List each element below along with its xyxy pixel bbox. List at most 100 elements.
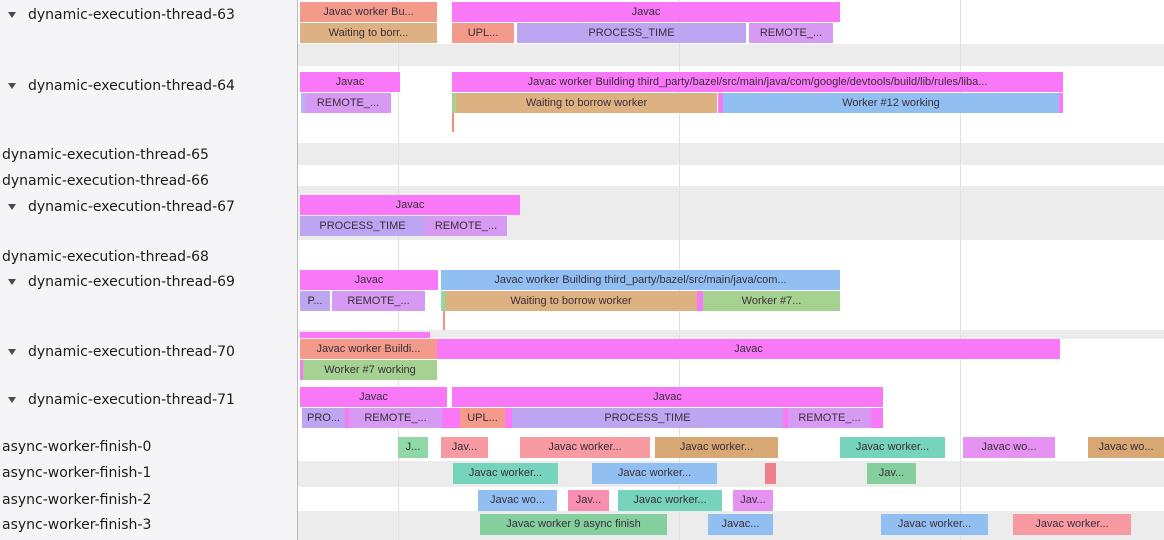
trace-slice[interactable]	[452, 93, 456, 113]
trace-slice[interactable]	[783, 408, 788, 428]
track-row-dynamic-execution-thread-71[interactable]: dynamic-execution-thread-71	[0, 391, 297, 409]
trace-slice[interactable]: REMOTE_...	[332, 291, 425, 311]
trace-slice[interactable]	[301, 93, 305, 113]
track-label: dynamic-execution-thread-69	[28, 274, 235, 290]
row-band	[298, 44, 1164, 66]
track-label: dynamic-execution-thread-64	[28, 78, 235, 94]
trace-slice[interactable]	[1059, 93, 1063, 113]
track-label: async-worker-finish-1	[2, 465, 152, 481]
trace-slice[interactable]: P...	[300, 291, 330, 311]
trace-slice[interactable]: Worker #7...	[703, 291, 840, 311]
trace-slice[interactable]	[300, 360, 303, 380]
trace-slice[interactable]: Javac worker...	[881, 514, 988, 535]
track-label: async-worker-finish-3	[2, 517, 152, 533]
trace-slice[interactable]: REMOTE_...	[788, 408, 871, 428]
gridline	[960, 0, 961, 540]
timeline-canvas[interactable]: Javac worker Bu... Javac Waiting to borr..…	[298, 0, 1164, 540]
track-row-dynamic-execution-thread-63[interactable]: dynamic-execution-thread-63	[0, 6, 297, 24]
track-label: dynamic-execution-thread-66	[2, 173, 209, 189]
trace-slice[interactable]	[441, 291, 445, 311]
track-row-async-worker-finish-2[interactable]: async-worker-finish-2	[0, 491, 297, 509]
trace-slice[interactable]: Javac worker...	[1013, 514, 1131, 535]
trace-slice[interactable]: REMOTE_...	[349, 408, 442, 428]
track-row-dynamic-execution-thread-66[interactable]: dynamic-execution-thread-66	[0, 172, 297, 190]
trace-slice[interactable]: Javac	[300, 270, 438, 290]
track-row-dynamic-execution-thread-70[interactable]: dynamic-execution-thread-70	[0, 343, 297, 361]
row-band	[298, 143, 1164, 165]
trace-slice[interactable]: Javac worker...	[618, 490, 722, 511]
trace-slice[interactable]: Jav...	[568, 490, 609, 511]
trace-slice[interactable]: Javac wo...	[478, 490, 557, 511]
track-label: async-worker-finish-2	[2, 492, 152, 508]
event-tick	[443, 311, 445, 330]
trace-slice[interactable]: Jav...	[441, 437, 488, 458]
trace-slice[interactable]: Javac worker Bu...	[300, 2, 437, 22]
trace-slice[interactable]: Waiting to borrow worker	[445, 291, 697, 311]
trace-slice[interactable]: Javac worker...	[840, 437, 945, 458]
trace-slice[interactable]	[871, 408, 883, 428]
track-row-dynamic-execution-thread-69[interactable]: dynamic-execution-thread-69	[0, 273, 297, 291]
trace-slice[interactable]: PROCESS_TIME	[300, 216, 425, 236]
trace-slice[interactable]: REMOTE_...	[425, 216, 507, 236]
trace-slice[interactable]	[300, 332, 430, 338]
trace-slice[interactable]: Javac	[452, 2, 840, 22]
track-label: dynamic-execution-thread-68	[2, 249, 209, 265]
track-row-async-worker-finish-1[interactable]: async-worker-finish-1	[0, 464, 297, 482]
trace-slice[interactable]: Worker #12 working	[723, 93, 1059, 113]
trace-slice[interactable]: Javac	[300, 72, 400, 92]
expander-triangle-icon[interactable]	[8, 12, 16, 18]
track-label: dynamic-execution-thread-70	[28, 344, 235, 360]
trace-slice[interactable]: Jav...	[867, 463, 916, 484]
trace-slice[interactable]: Javac worker...	[655, 437, 778, 458]
trace-slice[interactable]: Worker #7 working	[303, 360, 437, 380]
trace-slice[interactable]: Waiting to borr...	[300, 23, 437, 43]
trace-slice[interactable]: Javac worker...	[592, 463, 717, 484]
track-name-panel: dynamic-execution-thread-63 dynamic-execu…	[0, 0, 298, 540]
trace-slice[interactable]: J...	[398, 437, 428, 458]
track-label: dynamic-execution-thread-63	[28, 7, 235, 23]
row-band	[298, 461, 1164, 487]
trace-slice[interactable]: PROCESS_TIME	[512, 408, 783, 428]
trace-slice[interactable]: Javac worker...	[520, 437, 650, 458]
expander-triangle-icon[interactable]	[8, 397, 16, 403]
trace-slice[interactable]: Javac worker Building third_party/bazel/…	[441, 270, 840, 290]
trace-slice[interactable]	[765, 463, 776, 484]
trace-slice[interactable]: Javac	[437, 339, 1060, 359]
trace-slice[interactable]: Javac	[300, 195, 520, 215]
trace-slice[interactable]: REMOTE_...	[749, 23, 833, 43]
expander-triangle-icon[interactable]	[8, 204, 16, 210]
trace-slice[interactable]: PROCESS_TIME	[517, 23, 746, 43]
trace-slice[interactable]	[345, 408, 349, 428]
trace-slice[interactable]	[718, 93, 723, 113]
trace-slice[interactable]: Jav...	[733, 490, 773, 511]
trace-slice[interactable]: Javac wo...	[963, 437, 1055, 458]
trace-slice[interactable]: Javac...	[708, 514, 773, 535]
track-row-dynamic-execution-thread-68[interactable]: dynamic-execution-thread-68	[0, 248, 297, 266]
trace-slice[interactable]: Waiting to borrow worker	[456, 93, 717, 113]
track-row-async-worker-finish-3[interactable]: async-worker-finish-3	[0, 516, 297, 534]
trace-slice[interactable]	[697, 291, 703, 311]
trace-slice[interactable]: Javac	[300, 387, 447, 407]
track-label: dynamic-execution-thread-65	[2, 147, 209, 163]
track-row-dynamic-execution-thread-64[interactable]: dynamic-execution-thread-64	[0, 77, 297, 95]
track-row-dynamic-execution-thread-67[interactable]: dynamic-execution-thread-67	[0, 198, 297, 216]
trace-slice[interactable]: UPL...	[460, 408, 505, 428]
trace-slice[interactable]	[442, 408, 460, 428]
expander-triangle-icon[interactable]	[8, 279, 16, 285]
trace-slice[interactable]: Javac worker Building third_party/bazel/…	[452, 72, 1063, 92]
trace-slice[interactable]: PRO...	[302, 408, 345, 428]
trace-slice[interactable]: Javac worker 9 async finish	[480, 514, 667, 535]
trace-slice[interactable]	[505, 408, 512, 428]
trace-slice[interactable]: Javac wo...	[1088, 437, 1164, 458]
trace-slice[interactable]: Javac worker Buildi...	[300, 339, 437, 359]
trace-slice[interactable]: UPL...	[452, 23, 514, 43]
track-row-async-worker-finish-0[interactable]: async-worker-finish-0	[0, 438, 297, 456]
expander-triangle-icon[interactable]	[8, 349, 16, 355]
trace-slice[interactable]: Javac	[452, 387, 883, 407]
expander-triangle-icon[interactable]	[8, 83, 16, 89]
trace-slice[interactable]: Javac worker...	[453, 463, 558, 484]
trace-slice[interactable]: REMOTE_...	[305, 93, 391, 113]
track-row-dynamic-execution-thread-65[interactable]: dynamic-execution-thread-65	[0, 146, 297, 164]
track-label: dynamic-execution-thread-67	[28, 199, 235, 215]
